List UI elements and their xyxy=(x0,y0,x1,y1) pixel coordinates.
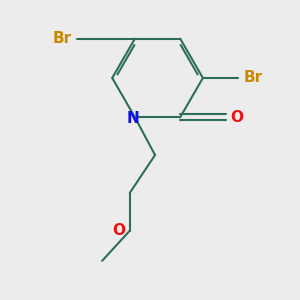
Text: Br: Br xyxy=(243,70,262,86)
Text: Br: Br xyxy=(53,31,72,46)
Text: O: O xyxy=(112,223,125,238)
Text: O: O xyxy=(231,110,244,125)
Text: N: N xyxy=(127,111,139,126)
